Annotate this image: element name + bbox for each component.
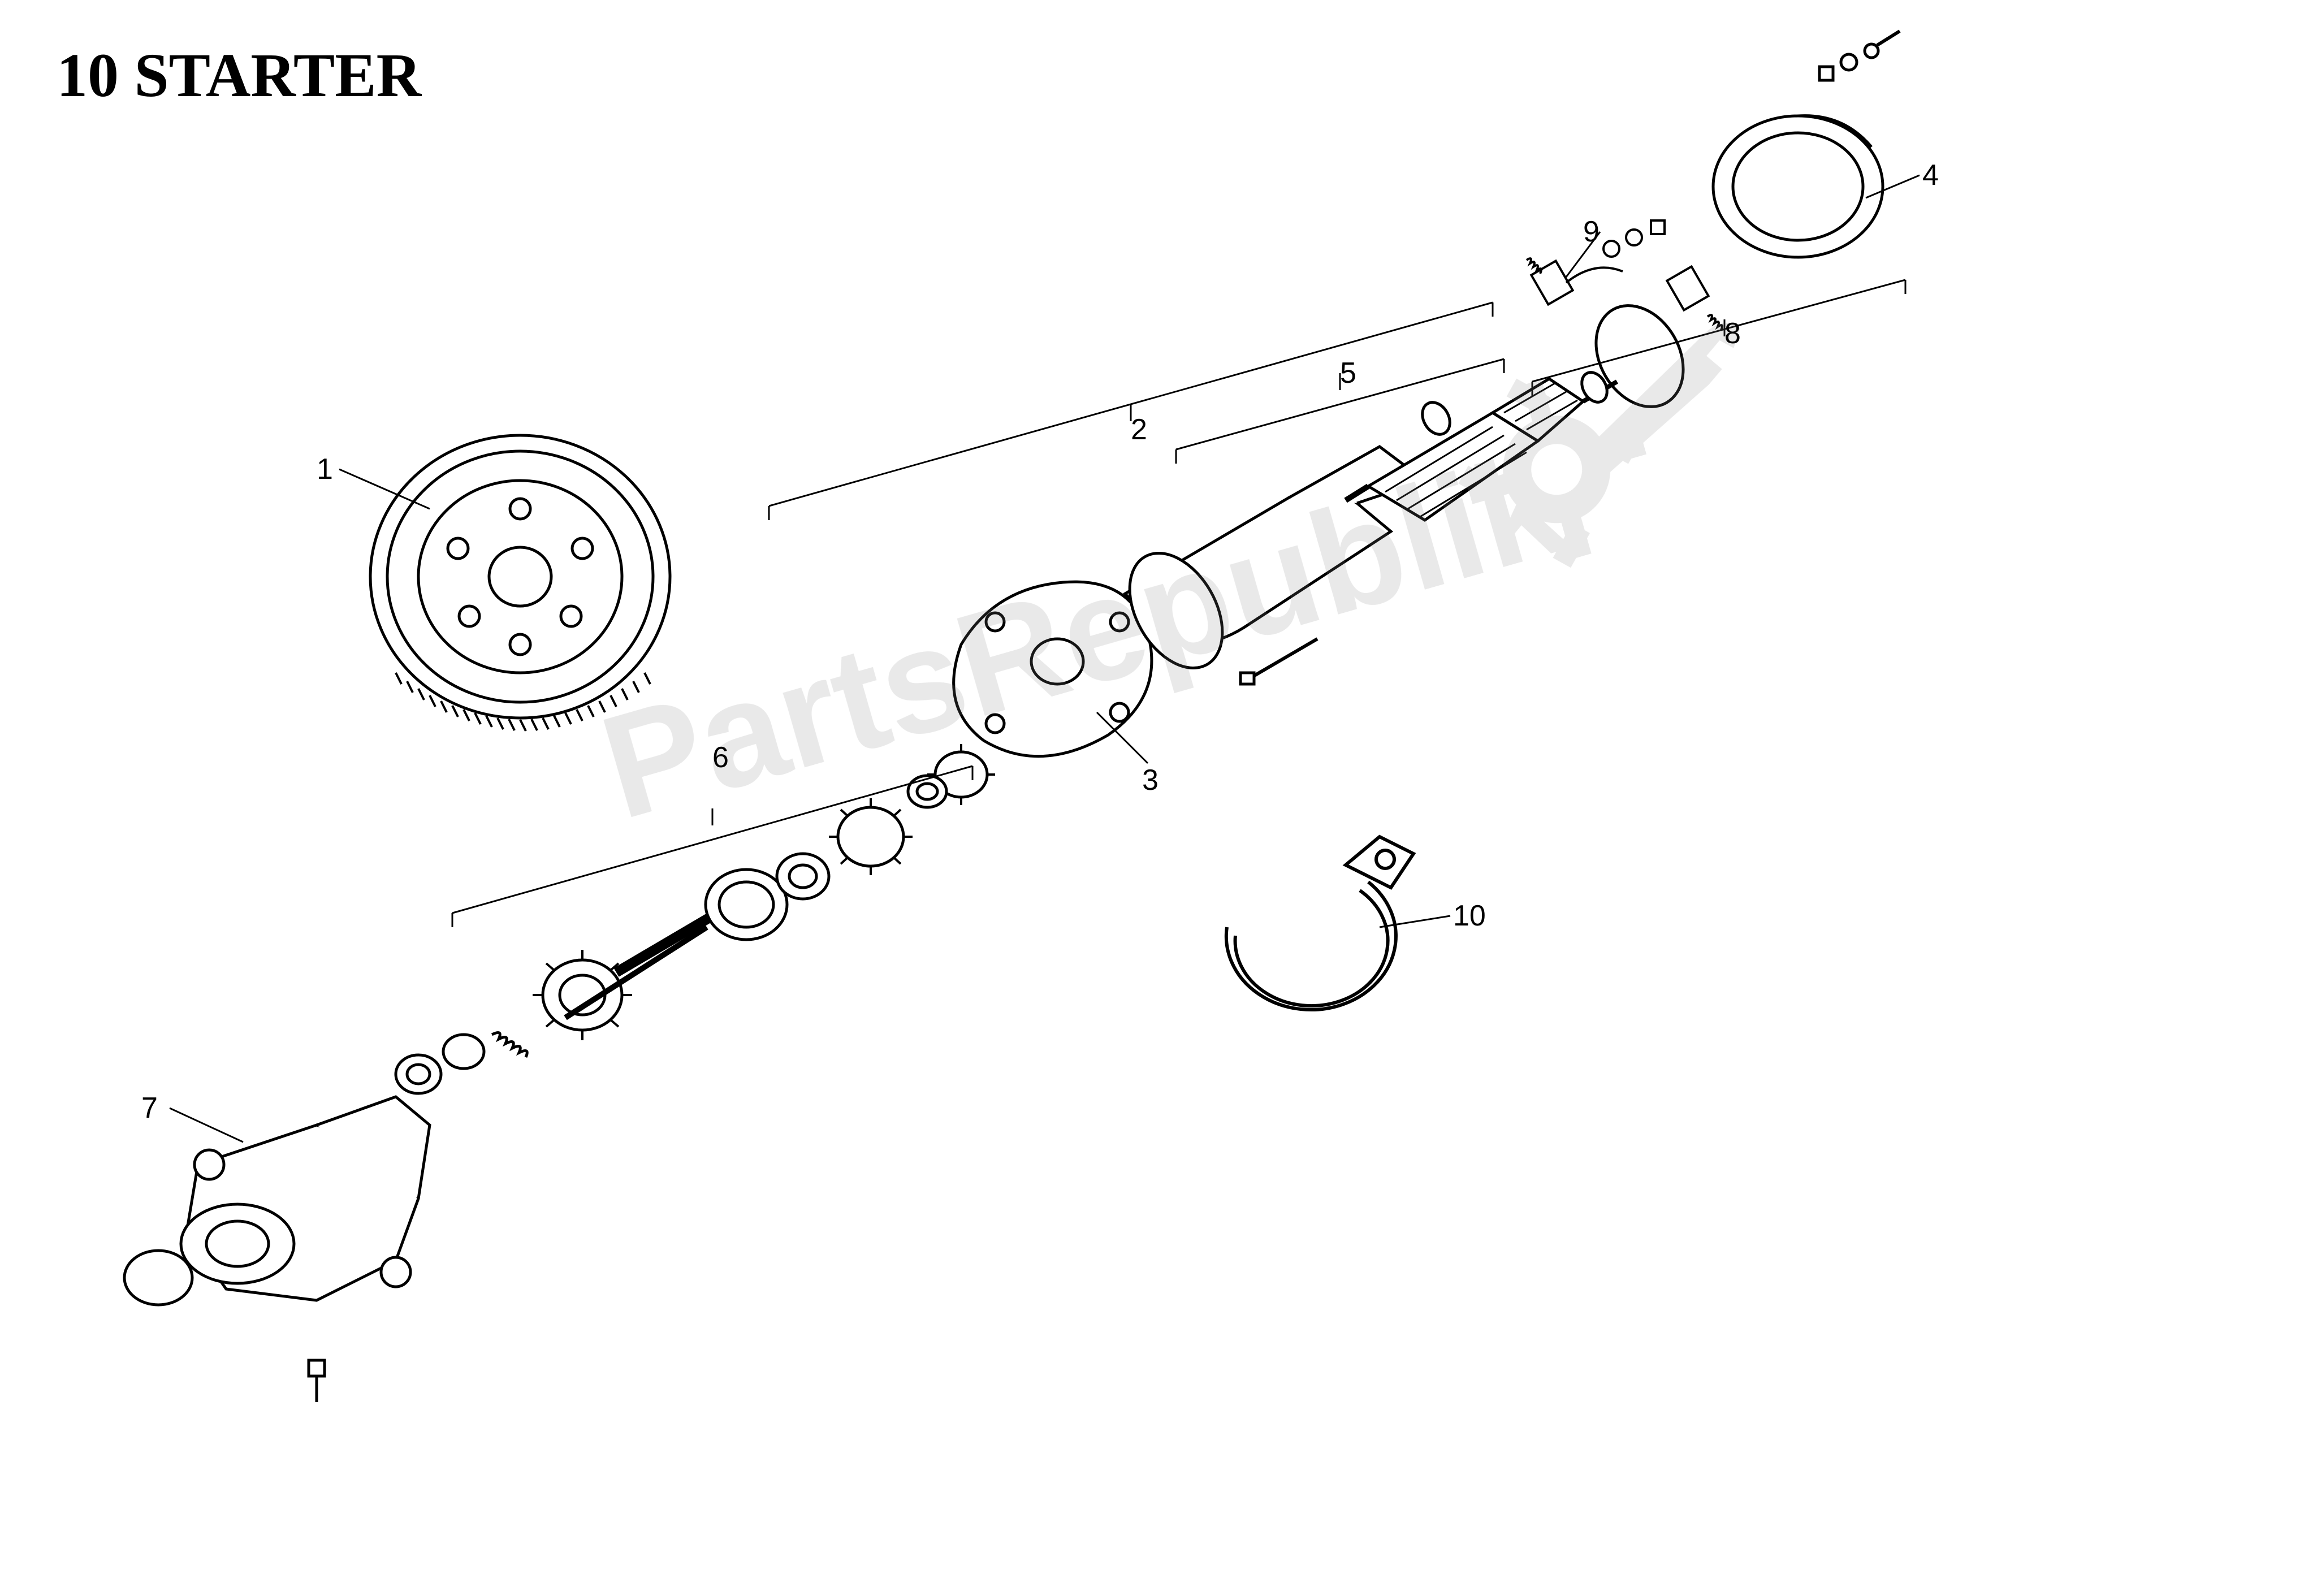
part-clamp xyxy=(1226,837,1413,1010)
callout-9: 9 xyxy=(1583,215,1600,249)
callout-6: 6 xyxy=(712,741,729,775)
callout-10: 10 xyxy=(1453,899,1486,933)
callout-7: 7 xyxy=(141,1091,158,1125)
callout-8: 8 xyxy=(1724,317,1741,351)
callout-3: 3 xyxy=(1142,763,1159,797)
callout-1: 1 xyxy=(317,452,333,486)
part-group-6 xyxy=(396,744,995,1093)
callout-2: 2 xyxy=(1131,413,1147,447)
part-flywheel xyxy=(370,435,670,731)
exploded-view: PartsRepublik xyxy=(0,0,2304,1596)
part-front-housing xyxy=(124,1097,430,1402)
part-brush-holder xyxy=(1527,220,1722,330)
diagram-page: 10 STARTER xyxy=(0,0,2304,1596)
callout-4: 4 xyxy=(1922,158,1939,192)
callout-5: 5 xyxy=(1340,356,1356,390)
part-end-cap xyxy=(1713,31,1900,257)
